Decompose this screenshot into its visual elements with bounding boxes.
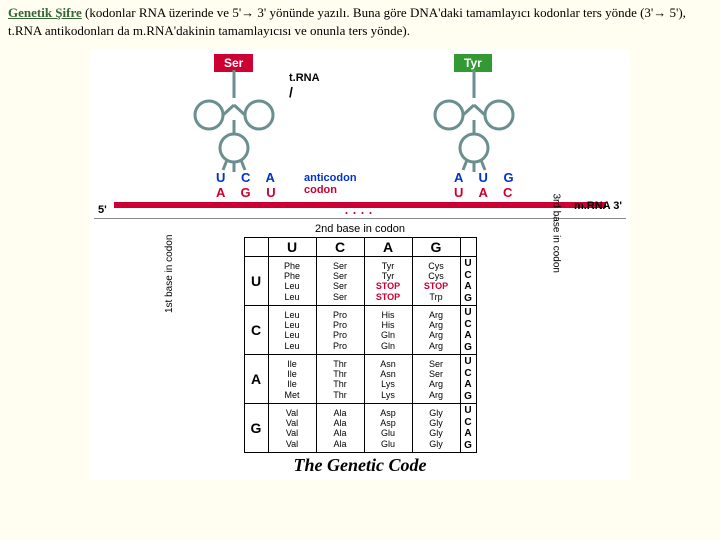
trna-section: Ser Tyr t.RNA/ [94,54,626,219]
codon-2: U A C [454,185,518,200]
diagram: Ser Tyr t.RNA/ [90,50,630,480]
codon-labels: anticodon codon [304,172,357,196]
anticodon-2: A U G [454,170,520,185]
table-footer-title: The Genetic Code [94,455,626,476]
codon-table: UCAGUPhePheLeuLeuSerSerSerSerTyrTyrSTOPS… [244,237,477,453]
table-caption-top: 2nd base in codon [94,223,626,235]
five-prime-label: 5' [98,204,107,216]
trna-cloverleaf-2 [429,70,519,175]
third-base-label: 3rd base in codon [551,194,562,274]
header-body: (kodonlar RNA üzerinde ve 5'→ 3' yönünde… [8,5,686,38]
codon-1: A G U [216,185,282,200]
mrna-three-prime-label: m.RNA 3' [574,200,622,212]
anticodon-1: U C A [216,170,281,185]
first-base-label: 1st base in codon [164,235,175,313]
title: Genetik Şifre [8,5,82,20]
header-text: Genetik Şifre (kodonlar RNA üzerinde ve … [0,0,720,44]
trna-cloverleaf-1 [189,70,279,175]
trna-label: t.RNA/ [289,72,320,100]
mrna-dots: .... [344,198,376,219]
codon-table-section: 2nd base in codon 1st base in codon 3rd … [94,223,626,476]
